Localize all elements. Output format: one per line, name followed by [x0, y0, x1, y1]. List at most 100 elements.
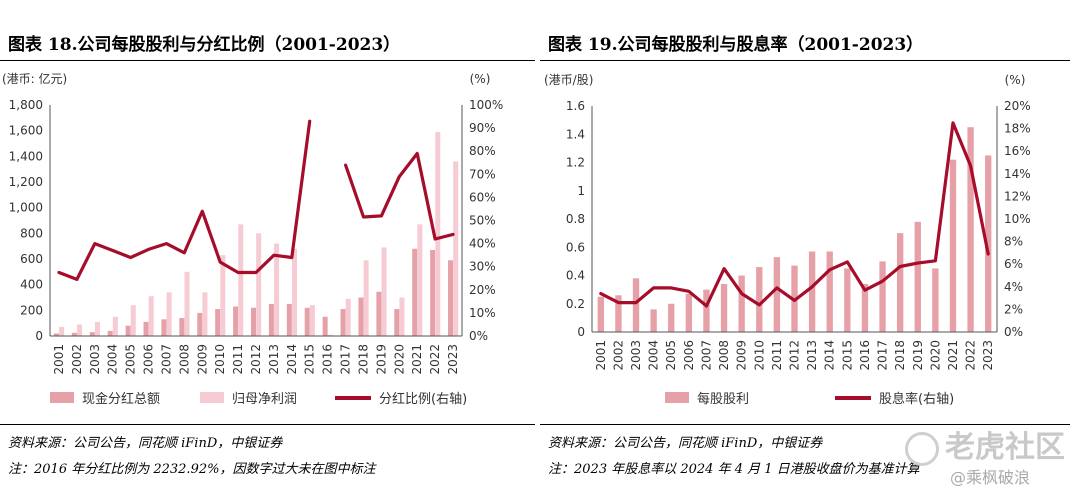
bar-primary [650, 309, 657, 332]
right-footer-rule [540, 424, 1070, 425]
left-figure-panel: 图表 18.公司每股股利与分红比例（2001-2023） (港币: 亿元) (%)… [0, 0, 535, 502]
ratio-line-segment [344, 151, 455, 241]
x-tick-label: 2008 [717, 340, 731, 371]
dividend-yield-chart: (港币/股) (%) 0 0.2 0.4 0.6 0.8 1 1.2 1.4 1.6 0% 2% 4% 6%… [544, 73, 1031, 371]
bar-primary [597, 296, 604, 332]
bar-secondary [238, 224, 244, 336]
left-tick-label: 0.8 [566, 212, 585, 226]
left-tick-label: 1,800 [9, 98, 43, 112]
watermark-brand: 老虎社区 [945, 430, 1065, 465]
bar-secondary [327, 334, 333, 336]
right-tick-label: 6% [1004, 257, 1023, 271]
x-tick-label: 2011 [231, 344, 245, 375]
x-tick-label: 2015 [303, 344, 317, 375]
bar-primary [448, 260, 454, 336]
bar-secondary [345, 298, 351, 336]
bar-secondary [77, 324, 83, 336]
right-tick-label: 100% [469, 98, 503, 112]
right-source-note: 资料来源：公司公告，同花顺 iFinD，中银证券 [548, 436, 823, 451]
left-tick-label: 200 [20, 303, 43, 317]
bar-primary [376, 291, 382, 336]
bar-primary [720, 283, 728, 332]
legend-item-net-profit: 归母净利润 [200, 388, 297, 407]
legend-item-payout-ratio: 分红比例(右轴) [335, 388, 467, 407]
legend-item-yield: 股息率(右轴) [835, 388, 954, 407]
bar-primary [914, 221, 921, 332]
x-tick-label: 2010 [752, 340, 766, 371]
left-footer-rule [0, 424, 535, 425]
x-tick-label: 2012 [249, 344, 263, 375]
bar-primary [268, 303, 274, 336]
bar-primary [985, 155, 992, 332]
bar-secondary [59, 327, 65, 336]
right-tick-label: 16% [1004, 144, 1031, 158]
right-tick-label: 2% [1004, 302, 1023, 316]
legend-swatch-yield [835, 395, 871, 400]
legend-swatch-cash-dividend [50, 392, 74, 403]
right-tick-label: 14% [1004, 167, 1031, 181]
x-tick-label: 2008 [177, 344, 191, 375]
x-tick-label: 2018 [893, 340, 907, 371]
left-tick-label: 1.6 [566, 99, 585, 113]
x-tick-label: 2009 [195, 344, 209, 375]
legend-swatch-payout-ratio [335, 395, 371, 400]
dividend-payout-chart: (港币: 亿元) (%) 0 200 400 600 800 1,000 1,200 1,400 1… [2, 71, 503, 375]
left-tick-label: 0.6 [566, 240, 585, 254]
legend-label-net-profit: 归母净利润 [232, 392, 298, 407]
bar-primary [322, 316, 328, 336]
x-tick-label: 2014 [285, 344, 299, 375]
bar-primary [615, 295, 622, 332]
right-tick-label: 50% [469, 214, 496, 228]
right-tick-label: 90% [469, 121, 496, 135]
right-figure-title: 图表 19.公司每股股利与股息率（2001-2023） [548, 35, 924, 55]
x-tick-label: 2022 [964, 340, 978, 371]
bar-primary [703, 289, 710, 332]
bar-primary [861, 283, 869, 332]
right-tick-label: 10% [1004, 212, 1031, 226]
bar-secondary [309, 305, 315, 336]
bar-secondary [202, 292, 208, 336]
watermark-user: @乘枫破浪 [950, 468, 1031, 487]
bar-primary [161, 319, 167, 336]
bar-primary [756, 267, 763, 332]
left-source-note: 资料来源：公司公告，同花顺 iFinD，中银证券 [8, 436, 283, 451]
bar-secondary [94, 321, 100, 336]
x-tick-label: 2015 [840, 340, 854, 371]
bar-secondary [417, 224, 423, 336]
bar-primary [340, 309, 346, 336]
x-tick-label: 2017 [339, 344, 353, 375]
bar-secondary [435, 131, 441, 336]
watermark-logo-icon: 老虎社区 [905, 422, 1065, 466]
x-tick-label: 2017 [876, 340, 890, 371]
bar-secondary [291, 248, 297, 336]
bar-secondary [112, 316, 118, 336]
x-tick-label: 2004 [647, 340, 661, 371]
left-axis-unit: (港币: 亿元) [2, 71, 67, 86]
x-tick-label: 2006 [682, 340, 696, 371]
bar-secondary [130, 305, 136, 336]
bar-primary [179, 318, 185, 336]
x-tick-label: 2021 [410, 344, 424, 375]
x-tick-label: 2014 [823, 340, 837, 371]
left-tick-label: 1 [577, 184, 585, 198]
ratio-line-segment [599, 121, 990, 308]
bar-primary [89, 332, 95, 336]
bar-primary [668, 303, 675, 332]
right-tick-label: 0% [469, 329, 488, 343]
right-footnote: 注：2023 年股息率以 2024 年 4 月 1 日港股收盘价为基准计算 [548, 462, 920, 477]
x-tick-label: 2005 [124, 344, 138, 375]
legend-item-dps: 每股股利 [665, 388, 749, 407]
right-figure-panel: 图表 19.公司每股股利与股息率（2001-2023） (港币/股) (%) 0 0.… [540, 0, 1080, 502]
bar-secondary [256, 233, 262, 336]
bar-primary [286, 303, 292, 336]
bar-primary [233, 306, 239, 336]
x-tick-label: 2012 [788, 340, 802, 371]
legend-label-cash-dividend: 现金分红总额 [82, 392, 161, 407]
x-tick-label: 2007 [699, 340, 713, 371]
bar-secondary [148, 296, 154, 336]
bar-primary [250, 307, 256, 336]
x-tick-label: 2011 [770, 340, 784, 371]
left-tick-label: 1,000 [9, 201, 43, 215]
left-tick-label: 0.2 [566, 297, 585, 311]
x-tick-label: 2020 [392, 344, 406, 375]
